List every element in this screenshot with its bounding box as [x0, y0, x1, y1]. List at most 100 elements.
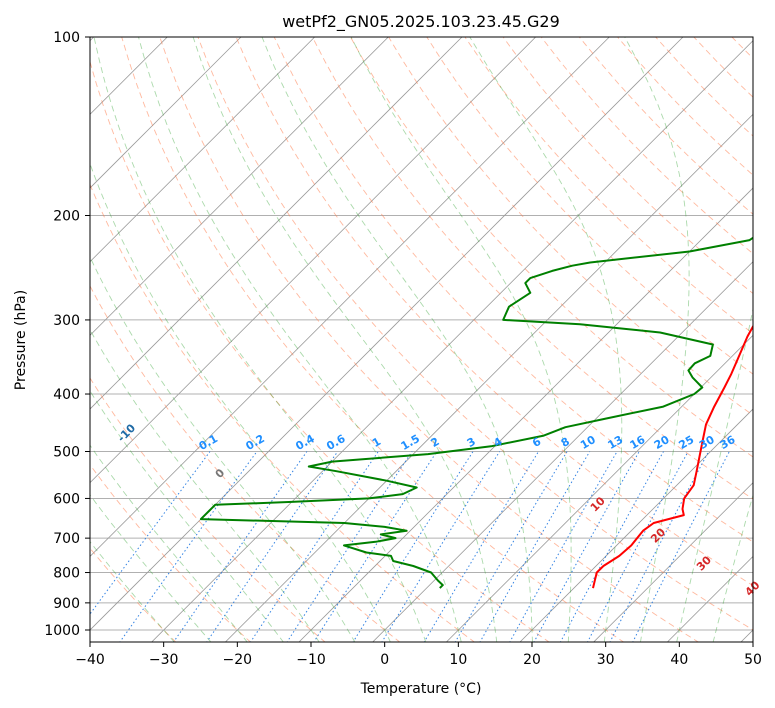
- mixing-ratio-label: 1: [370, 435, 383, 450]
- isotherm-line: [151, 40, 753, 642]
- x-tick-label: 40: [670, 652, 688, 668]
- y-tick-label: 400: [53, 387, 80, 403]
- y-tick-label: 600: [53, 491, 80, 507]
- chart-title: wetPf2_GN05.2025.103.23.45.G29: [282, 12, 560, 32]
- mixing-ratio-label: 20: [652, 433, 672, 452]
- dry-adiabat-line: [90, 377, 326, 642]
- x-tick-label: −20: [223, 652, 253, 668]
- dry-adiabat-line: [464, 37, 753, 335]
- isotherm-line: [593, 482, 753, 642]
- isotherm-line: [224, 113, 753, 642]
- dry-adiabat-line: [311, 37, 753, 500]
- isotherm-line: [90, 37, 389, 336]
- dry-adiabat-line: [90, 183, 476, 642]
- moist-adiabat-line: [90, 494, 212, 642]
- mixing-ratio-line: [90, 451, 211, 615]
- mixing-ratio-label: 10: [578, 433, 598, 452]
- plot-area: [90, 37, 775, 643]
- x-tick-label: 30: [597, 652, 615, 668]
- dry-adiabat-line: [90, 60, 550, 642]
- mixing-ratio-line: [559, 451, 664, 642]
- moist-adiabat-line: [712, 493, 753, 642]
- isotherm-line: [90, 37, 684, 631]
- mixing-ratio-label: 13: [605, 433, 625, 452]
- y-tick-label: 700: [53, 531, 80, 547]
- dry-adiabat-line: [770, 37, 775, 643]
- isotherm-line: [90, 37, 536, 484]
- axes: −40 −30 −20 −10 0 10 20 30 40 50 100 200 300 400 500 60…: [44, 30, 762, 668]
- y-tick-label: 100: [53, 30, 80, 46]
- y-tick-label: 300: [53, 313, 80, 329]
- moist-adiabat-line: [90, 328, 320, 642]
- moist-adiabat-line: [90, 540, 175, 642]
- isotherm-line: [519, 408, 753, 642]
- dry-adiabat-line: [388, 37, 753, 416]
- mixing-ratio-label: 25: [677, 433, 697, 452]
- mixing-ratio-label: 0.4: [293, 432, 317, 453]
- isotherm-line: [90, 37, 315, 263]
- moist-adiabat-line: [93, 37, 427, 642]
- mixing-ratio-line: [632, 451, 730, 642]
- x-axis-label: Temperature (°C): [360, 681, 482, 697]
- x-tick-label: 50: [744, 652, 762, 668]
- mixing-ratio-line: [119, 451, 258, 642]
- mixing-ratio-line: [286, 451, 413, 642]
- isotherm-line: [90, 37, 242, 189]
- mixing-ratio-line: [249, 451, 379, 642]
- mixing-ratio-label: 1.5: [399, 432, 422, 453]
- moist-adiabat-line: [261, 37, 533, 642]
- moist-adiabat-label: 30: [694, 553, 714, 573]
- dry-adiabat-line: [655, 37, 753, 137]
- mixing-ratio-line: [587, 451, 689, 642]
- mixing-ratio-label: 0.2: [243, 432, 266, 453]
- x-tick-label: −10: [296, 652, 326, 668]
- dry-adiabat-line: [273, 37, 753, 543]
- plot-frame: [89, 36, 754, 643]
- moist-adiabat-line: [138, 37, 462, 642]
- y-tick-label: 800: [53, 566, 80, 582]
- dry-adiabat-line: [502, 37, 753, 294]
- moist-adiabat-line: [90, 390, 284, 642]
- x-tick-label: 0: [380, 652, 389, 668]
- series-lines: [199, 236, 753, 589]
- mixing-ratio-label: 36: [718, 433, 738, 452]
- moist-adiabat-line: [90, 162, 391, 642]
- dry-adiabat-line: [159, 37, 700, 642]
- mixing-ratio-line: [509, 451, 618, 642]
- moist-adiabat-line: [90, 444, 248, 642]
- moist-adiabat-line: [469, 37, 623, 642]
- moist-adiabat-line: [192, 37, 498, 642]
- isotherm-line: [90, 37, 610, 557]
- x-tick-label: 10: [449, 652, 467, 668]
- mixing-ratio-label: 8: [559, 435, 572, 450]
- isotherm-line: [445, 334, 753, 642]
- moist-adiabat-label: 20: [648, 525, 668, 545]
- moist-adiabat-line: [676, 307, 753, 642]
- background-lines: [90, 37, 775, 643]
- mixing-ratio-line: [206, 451, 339, 642]
- y-axis-label: Pressure (hPa): [13, 290, 29, 390]
- y-tick-label: 500: [53, 444, 80, 460]
- isotherm-line: [372, 261, 753, 642]
- dry-adiabat-line: [350, 37, 753, 458]
- mixing-ratio-line: [352, 451, 474, 642]
- x-tick-label: −30: [149, 652, 179, 668]
- dry-adiabat-line: [90, 463, 252, 642]
- dry-adiabat-line: [121, 37, 625, 642]
- mixing-ratio-line: [533, 451, 640, 642]
- x-tick-label: 20: [523, 652, 541, 668]
- mixing-ratio-line: [454, 451, 568, 642]
- dry-adiabat-line: [693, 37, 753, 98]
- mixing-ratio-line: [313, 451, 438, 642]
- dry-adiabat-line: [90, 285, 401, 642]
- y-tick-label: 900: [53, 596, 80, 612]
- mixing-ratio-label: 2: [429, 435, 442, 450]
- y-tick-label: 1000: [44, 623, 80, 639]
- isotherm-line: [666, 555, 753, 642]
- mixing-ratio-line: [173, 451, 308, 642]
- moist-adiabat-line: [350, 37, 572, 642]
- overlay-labels: 0.1 0.2 0.4 0.6 1 1.5 2 3 4 6 8 10 13 16 20 25 30 36-1001…: [115, 421, 763, 598]
- mixing-ratio-line: [423, 451, 539, 642]
- dry-adiabat-line: [235, 37, 753, 587]
